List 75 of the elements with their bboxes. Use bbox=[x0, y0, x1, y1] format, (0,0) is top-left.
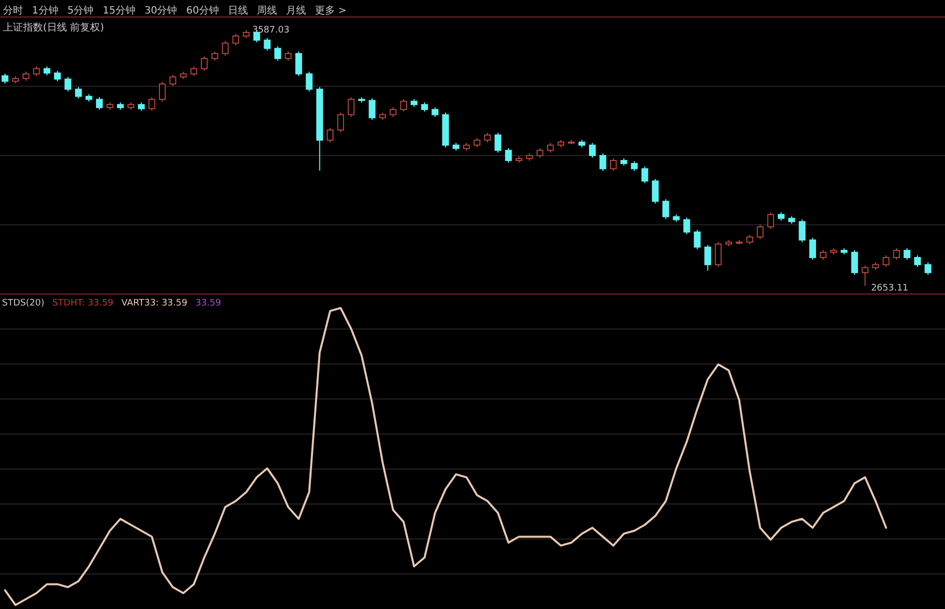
candlestick bbox=[326, 127, 334, 143]
candlestick bbox=[714, 241, 722, 268]
text: 更多 > bbox=[314, 4, 347, 17]
annotation: 3587.03 bbox=[252, 25, 290, 36]
candlestick bbox=[882, 254, 890, 268]
candlestick bbox=[232, 33, 240, 46]
candlestick bbox=[158, 81, 166, 102]
candlestick bbox=[652, 178, 659, 204]
candlestick bbox=[914, 254, 921, 268]
candlestick bbox=[264, 37, 271, 52]
candlestick bbox=[630, 160, 638, 172]
candlestick bbox=[756, 224, 764, 240]
candlestick bbox=[169, 74, 176, 87]
candlestick bbox=[683, 217, 690, 235]
text: 分时 bbox=[3, 4, 23, 17]
candlestick bbox=[610, 158, 617, 172]
candlestick bbox=[295, 50, 302, 77]
candlestick bbox=[505, 148, 512, 164]
candlestick bbox=[746, 234, 754, 245]
candlestick bbox=[641, 166, 648, 184]
candlestick bbox=[33, 66, 40, 77]
candlestick bbox=[64, 76, 72, 92]
candlestick bbox=[851, 250, 858, 276]
candlestick bbox=[22, 71, 30, 82]
candlestick bbox=[421, 102, 428, 112]
candlestick bbox=[893, 248, 900, 260]
annotation: STDHT: 33.59 bbox=[52, 298, 114, 308]
candlestick bbox=[474, 138, 480, 148]
candlestick bbox=[767, 212, 774, 230]
candlestick bbox=[200, 56, 208, 72]
candlestick bbox=[862, 264, 868, 286]
candlestick bbox=[924, 262, 932, 276]
candlestick bbox=[536, 148, 544, 158]
candlestick bbox=[2, 73, 8, 84]
candlestick bbox=[148, 96, 156, 112]
candlestick bbox=[662, 198, 670, 220]
candlestick bbox=[704, 244, 712, 272]
text: 月线 bbox=[286, 4, 306, 17]
text: VART33: 33.59 bbox=[121, 298, 188, 308]
candlestick bbox=[432, 106, 438, 118]
candlestick bbox=[820, 250, 826, 260]
candlestick bbox=[904, 248, 910, 260]
candlestick bbox=[798, 218, 806, 243]
candlestick bbox=[588, 142, 596, 158]
annotation: 33.59 bbox=[195, 298, 222, 308]
candlestick bbox=[211, 50, 218, 62]
text: 60分钟 bbox=[186, 4, 219, 17]
annotation: 2653.11 bbox=[871, 283, 908, 294]
candlestick bbox=[400, 98, 407, 112]
candlestick bbox=[337, 112, 344, 133]
candlestick bbox=[809, 237, 816, 260]
text: 5分钟 bbox=[67, 4, 94, 17]
text: 日线 bbox=[228, 4, 248, 17]
candlestick bbox=[694, 229, 701, 250]
candlestick bbox=[284, 50, 292, 62]
candlestick bbox=[484, 132, 491, 143]
candlestick bbox=[75, 86, 82, 100]
candlestick bbox=[274, 46, 282, 62]
candlestick bbox=[494, 132, 502, 154]
candlestick bbox=[599, 152, 606, 172]
candlestick bbox=[390, 106, 396, 118]
candlestick bbox=[222, 40, 229, 56]
candlestick bbox=[368, 98, 376, 120]
candlestick bbox=[190, 66, 198, 77]
text: 30分钟 bbox=[144, 4, 178, 17]
text: 15分钟 bbox=[102, 4, 136, 17]
chart-title: 上证指数(日线 前复权) bbox=[3, 22, 104, 34]
candlestick bbox=[547, 142, 554, 154]
candlestick bbox=[96, 96, 103, 110]
candlestick bbox=[348, 96, 355, 118]
text: 1分钟 bbox=[32, 4, 58, 17]
candlestick bbox=[54, 70, 61, 82]
chart-title: STDS(20) bbox=[2, 298, 44, 308]
text: 周线 bbox=[256, 4, 277, 17]
candlestick bbox=[306, 71, 313, 92]
